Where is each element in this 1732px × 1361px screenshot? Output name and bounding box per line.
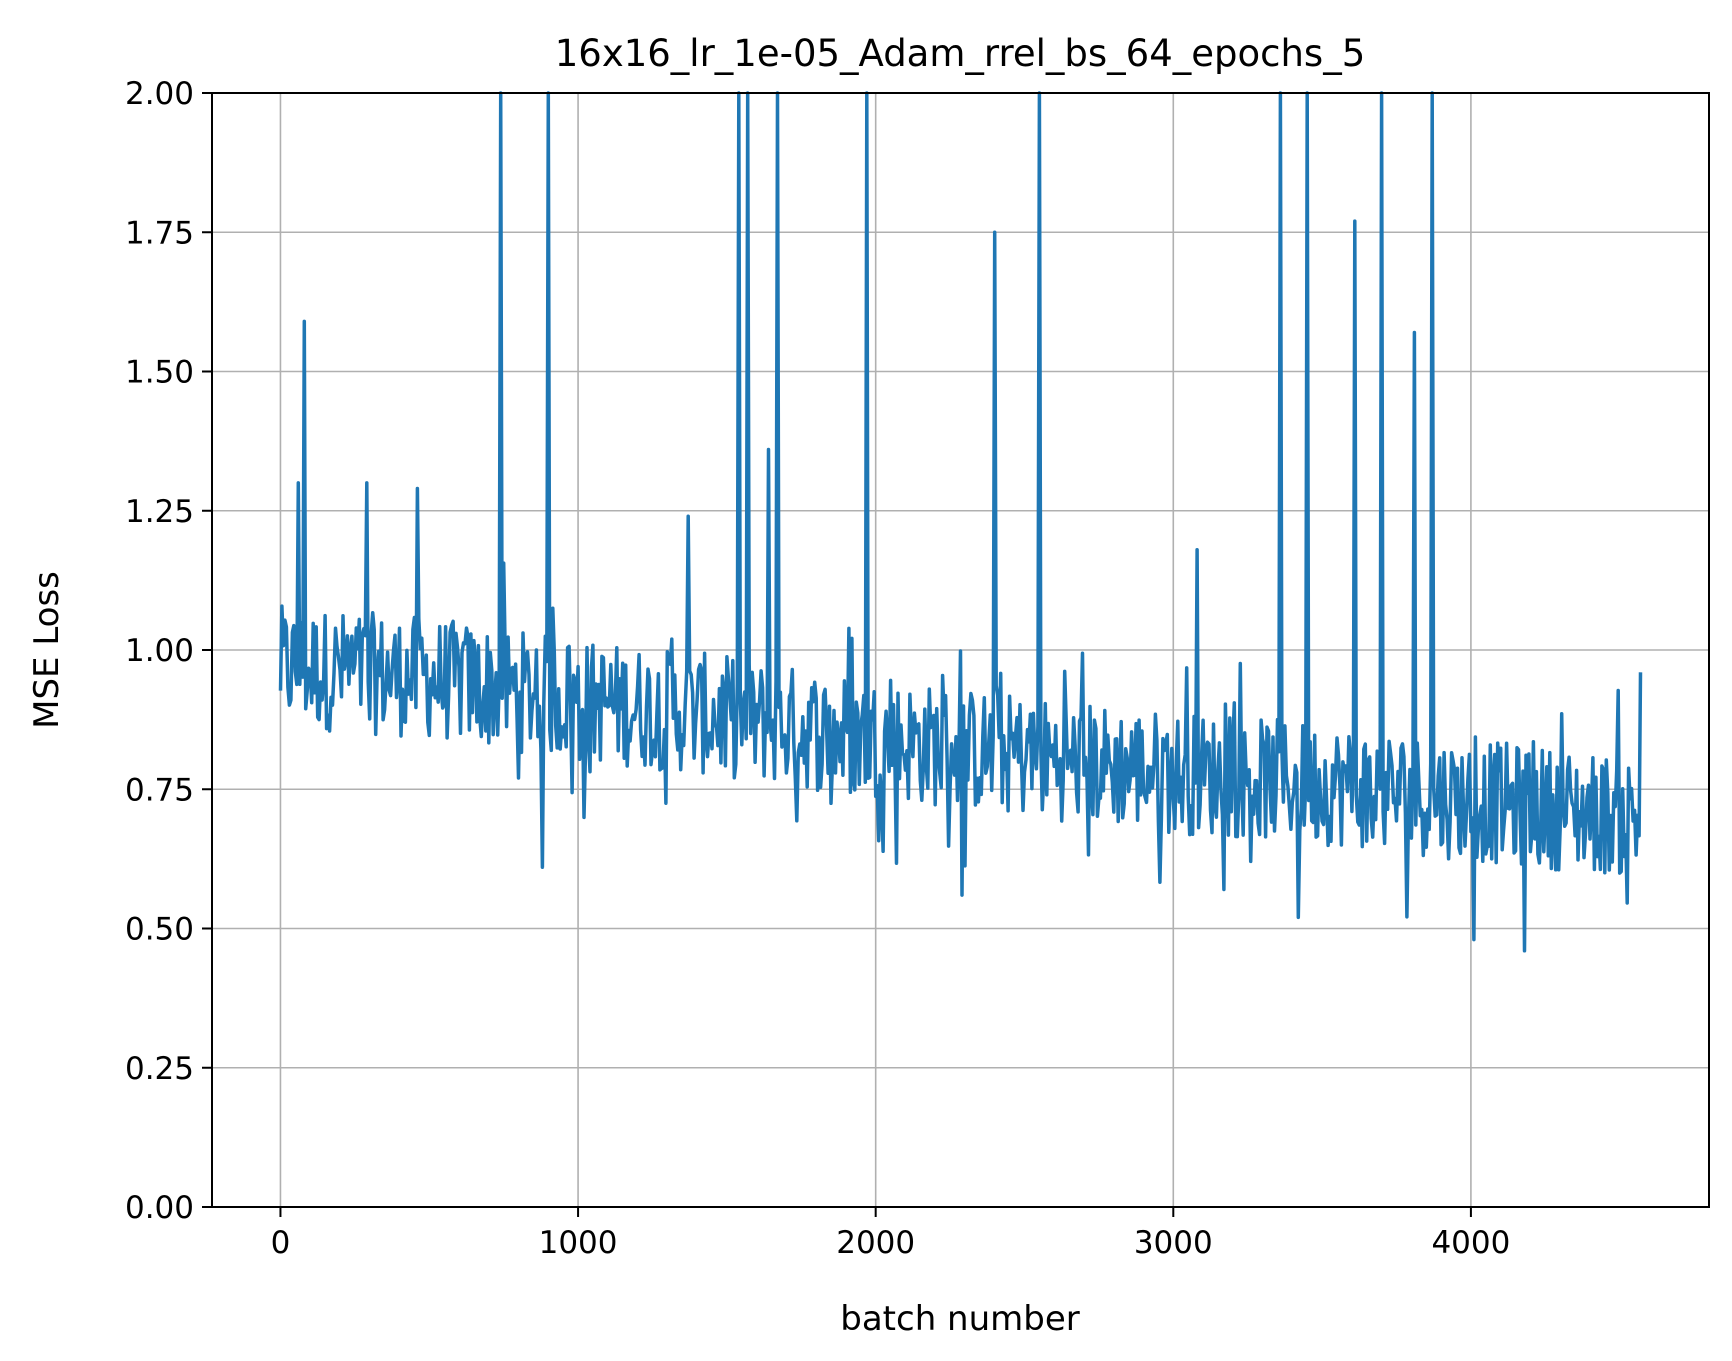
y-tick-label: 0.75 — [125, 772, 194, 808]
y-tick-label: 0.50 — [125, 912, 194, 948]
y-tick-label: 1.50 — [125, 355, 194, 391]
y-tick-label: 0.00 — [125, 1190, 194, 1226]
y-tick-label: 1.00 — [125, 633, 194, 669]
loss-series-line — [278, 91, 1643, 953]
x-tick-label: 4000 — [1431, 1225, 1510, 1261]
chart-title: 16x16_lr_1e-05_Adam_rrel_bs_64_epochs_5 — [555, 32, 1366, 75]
x-axis-label: batch number — [840, 1299, 1080, 1339]
x-tick-label: 2000 — [836, 1225, 915, 1261]
y-tick-label: 0.25 — [125, 1051, 194, 1087]
plot-area — [278, 91, 1643, 953]
x-tick-label: 1000 — [539, 1225, 618, 1261]
y-tick-label: 2.00 — [125, 76, 194, 112]
x-tick-label: 3000 — [1134, 1225, 1213, 1261]
y-tick-label: 1.75 — [125, 215, 194, 251]
x-tick-label: 0 — [271, 1225, 291, 1261]
y-axis-label: MSE Loss — [27, 571, 67, 729]
y-tick-label: 1.25 — [125, 494, 194, 530]
axes: 0 1000 2000 3000 4000 0.00 0.25 0.50 0.75 1.00 1.2… — [125, 76, 1510, 1261]
